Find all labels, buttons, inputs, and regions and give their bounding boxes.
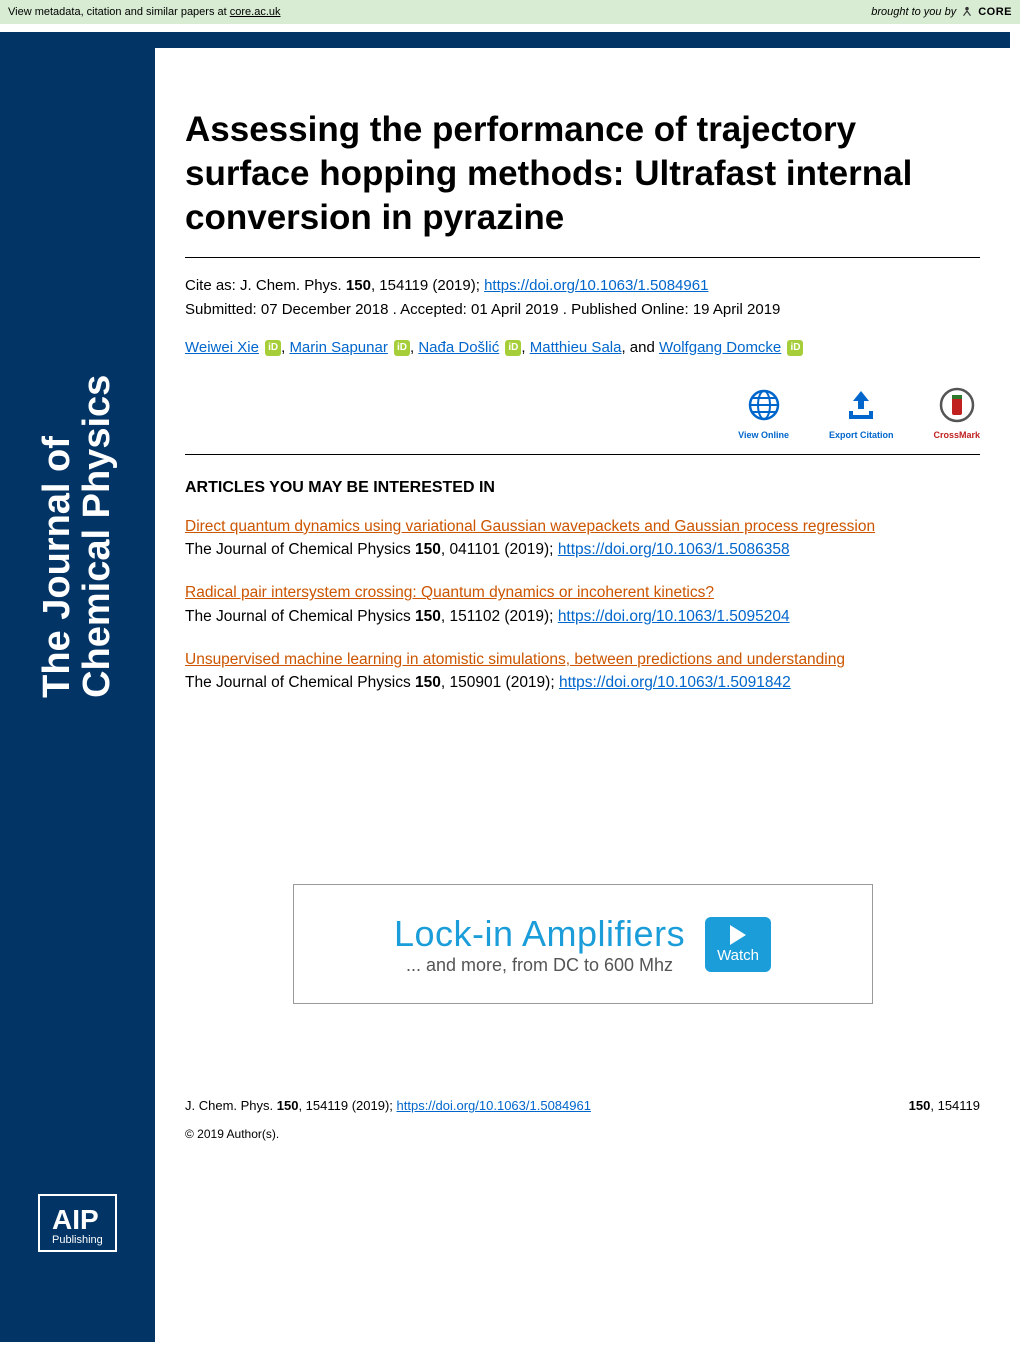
crossmark-label: CrossMark xyxy=(933,430,980,440)
author-link[interactable]: Wolfgang Domcke xyxy=(659,339,781,356)
globe-icon xyxy=(746,386,782,424)
journal-title-line1: The Journal of xyxy=(38,278,78,698)
related-article: Radical pair intersystem crossing: Quant… xyxy=(185,581,980,628)
related-volume: 150 xyxy=(415,674,441,691)
cite-volume: 150 xyxy=(346,277,371,294)
advertisement-box[interactable]: Lock-in Amplifiers ... and more, from DC… xyxy=(293,884,873,1004)
related-journal: The Journal of Chemical Physics xyxy=(185,608,415,625)
authors-list: Weiwei Xie iD, Marin Sapunar iD, Nađa Do… xyxy=(185,339,980,356)
ad-headline: Lock-in Amplifiers xyxy=(394,913,685,955)
related-volume: 150 xyxy=(415,608,441,625)
footer-doi-link[interactable]: https://doi.org/10.1063/1.5084961 xyxy=(397,1098,591,1113)
core-icon xyxy=(960,4,974,21)
author-link[interactable]: Marin Sapunar xyxy=(289,339,387,356)
divider xyxy=(185,257,980,258)
page-wrapper: The Journal of Chemical Physics AIP Publ… xyxy=(0,24,1020,1342)
main-content: Assessing the performance of trajectory … xyxy=(155,48,1010,1342)
crossmark-button[interactable]: CrossMark xyxy=(933,386,980,440)
related-title-link[interactable]: Radical pair intersystem crossing: Quant… xyxy=(185,584,714,601)
related-heading: ARTICLES YOU MAY BE INTERESTED IN xyxy=(185,479,980,497)
footer-page-ref: 150, 154119 xyxy=(909,1094,980,1119)
related-journal: The Journal of Chemical Physics xyxy=(185,674,415,691)
footer-pages: , 154119 (2019); xyxy=(298,1098,396,1113)
orcid-icon[interactable]: iD xyxy=(265,340,281,356)
watch-label: Watch xyxy=(717,947,759,964)
related-journal: The Journal of Chemical Physics xyxy=(185,541,415,558)
view-online-button[interactable]: View Online xyxy=(738,386,789,440)
copyright-text: © 2019 Author(s). xyxy=(185,1123,980,1146)
author-link[interactable]: Matthieu Sala xyxy=(530,339,622,356)
related-volume: 150 xyxy=(415,541,441,558)
footer-journal: J. Chem. Phys. xyxy=(185,1098,277,1113)
core-logo-text: CORE xyxy=(978,6,1012,18)
journal-sidebar: The Journal of Chemical Physics AIP Publ… xyxy=(0,48,155,1342)
related-title-link[interactable]: Direct quantum dynamics using variationa… xyxy=(185,518,875,535)
cite-journal: J. Chem. Phys. xyxy=(240,277,342,294)
related-pages: , 041101 (2019); xyxy=(441,541,558,558)
action-icons-row: View Online Export Citation CrossMark xyxy=(185,386,980,440)
ad-text: Lock-in Amplifiers ... and more, from DC… xyxy=(394,913,685,976)
footer-volume: 150 xyxy=(277,1098,299,1113)
divider xyxy=(185,454,980,455)
watch-button[interactable]: Watch xyxy=(705,917,771,972)
article-dates: Submitted: 07 December 2018 . Accepted: … xyxy=(185,301,780,318)
play-icon xyxy=(730,925,746,945)
ad-subtext: ... and more, from DC to 600 Mhz xyxy=(394,955,685,976)
related-doi-link[interactable]: https://doi.org/10.1063/1.5095204 xyxy=(558,608,790,625)
orcid-icon[interactable]: iD xyxy=(505,340,521,356)
metadata-link-container: View metadata, citation and similar pape… xyxy=(8,6,281,18)
publishing-text: Publishing xyxy=(52,1234,103,1246)
related-article: Direct quantum dynamics using variationa… xyxy=(185,515,980,562)
related-pages: , 151102 (2019); xyxy=(441,608,558,625)
view-online-label: View Online xyxy=(738,430,789,440)
author-link[interactable]: Nađa Došlić xyxy=(418,339,499,356)
citation-block: Cite as: J. Chem. Phys. 150, 154119 (201… xyxy=(185,274,980,321)
core-brand: brought to you by CORE xyxy=(871,4,1012,21)
article-doi-link[interactable]: https://doi.org/10.1063/1.5084961 xyxy=(484,277,708,294)
core-link[interactable]: core.ac.uk xyxy=(230,6,281,18)
author-link[interactable]: Weiwei Xie xyxy=(185,339,259,356)
export-icon xyxy=(843,386,879,424)
export-citation-label: Export Citation xyxy=(829,430,894,440)
journal-title-line2: Chemical Physics xyxy=(78,278,118,698)
cite-as-label: Cite as: xyxy=(185,277,236,294)
aip-publisher-logo: AIP Publishing xyxy=(38,1194,117,1252)
page: The Journal of Chemical Physics AIP Publ… xyxy=(0,32,1010,1342)
related-pages: , 150901 (2019); xyxy=(441,674,559,691)
orcid-icon[interactable]: iD xyxy=(787,340,803,356)
aip-text: AIP xyxy=(52,1206,103,1234)
export-citation-button[interactable]: Export Citation xyxy=(829,386,894,440)
core-top-bar: View metadata, citation and similar pape… xyxy=(0,0,1020,24)
metadata-prefix: View metadata, citation and similar pape… xyxy=(8,6,230,18)
brought-by-label: brought to you by xyxy=(871,6,956,18)
journal-title: The Journal of Chemical Physics xyxy=(38,278,118,698)
related-doi-link[interactable]: https://doi.org/10.1063/1.5091842 xyxy=(559,674,791,691)
related-title-link[interactable]: Unsupervised machine learning in atomist… xyxy=(185,651,845,668)
footer-right-vol: 150 xyxy=(909,1098,931,1113)
footer-citation: J. Chem. Phys. 150, 154119 (2019); https… xyxy=(185,1094,591,1119)
crossmark-icon xyxy=(939,386,975,424)
article-title: Assessing the performance of trajectory … xyxy=(185,108,980,239)
related-doi-link[interactable]: https://doi.org/10.1063/1.5086358 xyxy=(558,541,790,558)
related-article: Unsupervised machine learning in atomist… xyxy=(185,648,980,695)
orcid-icon[interactable]: iD xyxy=(394,340,410,356)
cite-pages: , 154119 (2019); xyxy=(371,277,484,294)
footer-right-pages: , 154119 xyxy=(930,1098,980,1113)
page-footer: J. Chem. Phys. 150, 154119 (2019); https… xyxy=(185,1094,980,1145)
